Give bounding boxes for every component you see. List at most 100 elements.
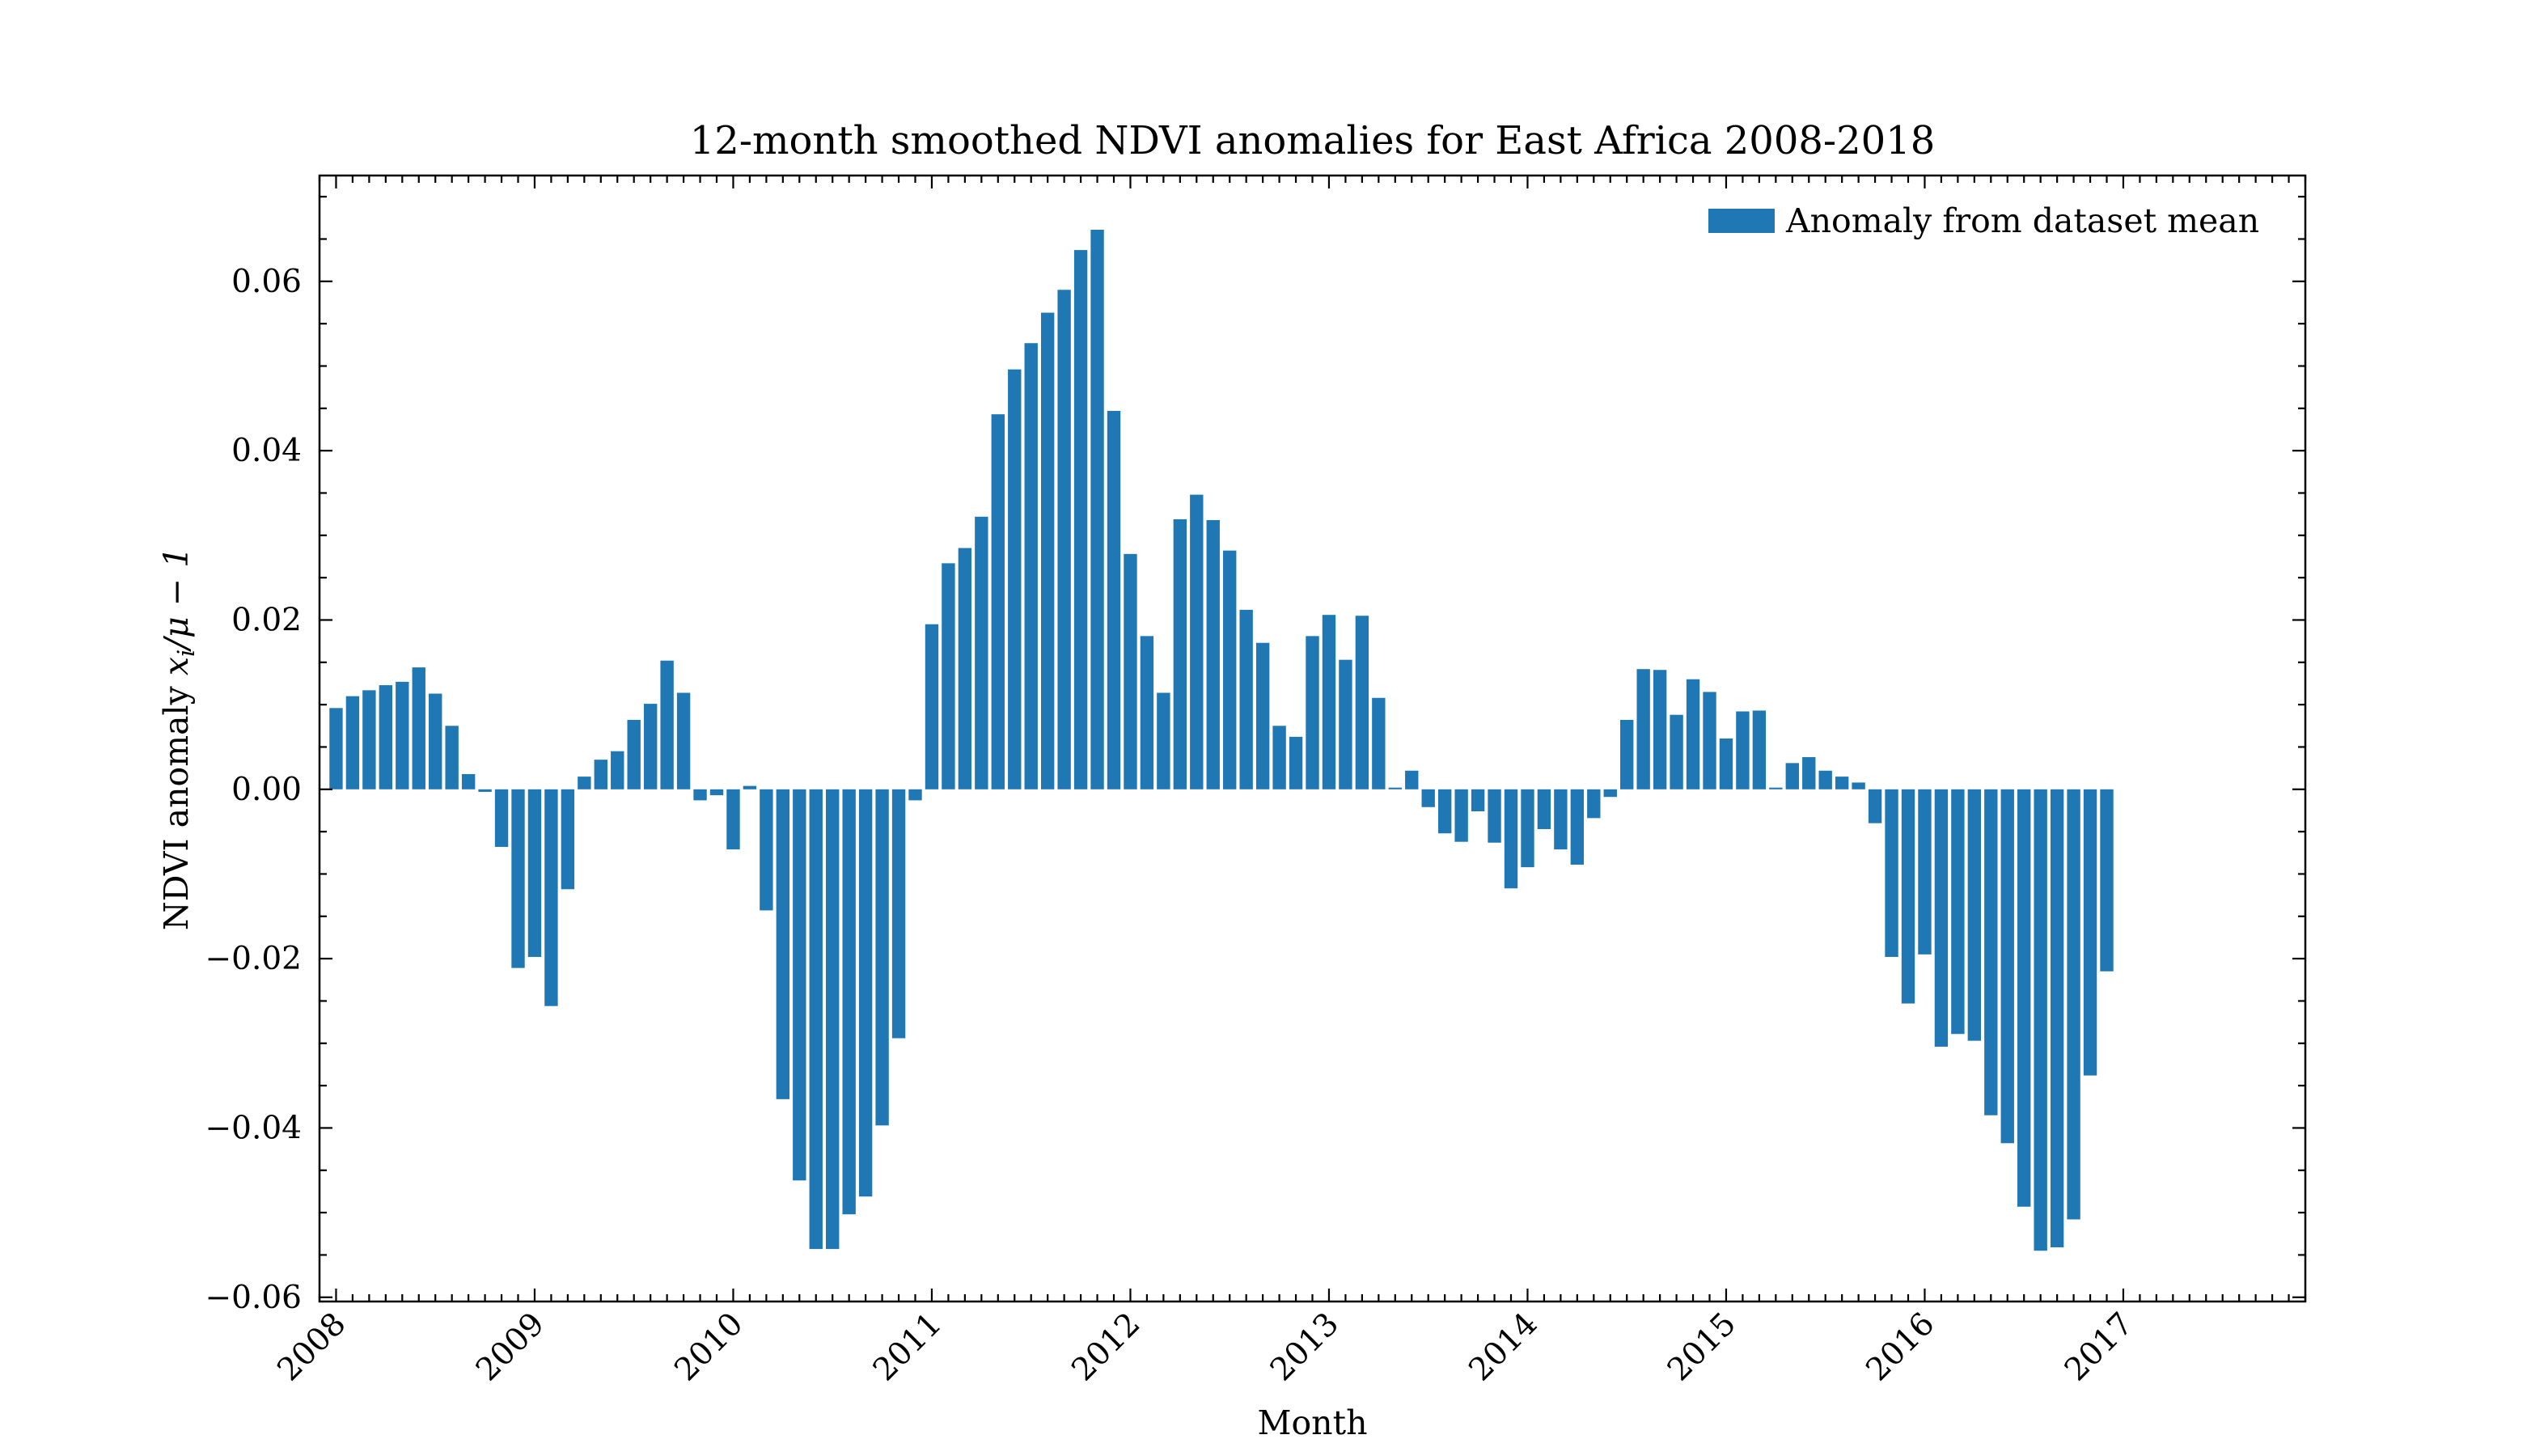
bar xyxy=(1339,659,1352,789)
bar xyxy=(1603,789,1617,798)
legend-label: Anomaly from dataset mean xyxy=(1785,201,2259,240)
bar xyxy=(1454,789,1468,842)
bar xyxy=(1272,726,1286,789)
x-tick-labels: 2008 2009 2010 2011 2012 2013 2014 2015 2016 2017 xyxy=(271,1306,2141,1388)
bar xyxy=(660,660,674,789)
bars-group xyxy=(329,229,2114,1251)
bar xyxy=(991,414,1005,789)
bar xyxy=(1090,229,1104,789)
bar xyxy=(809,789,823,1250)
bar xyxy=(925,624,939,789)
bar xyxy=(842,789,856,1215)
y-tick-label: 0.02 xyxy=(231,602,302,638)
y-axis-label-var: x xyxy=(157,657,196,675)
y-axis-label-main: NDVI anomaly xyxy=(157,675,196,930)
bar xyxy=(511,789,525,968)
bar xyxy=(2000,789,2014,1144)
bar xyxy=(693,789,707,801)
y-axis-label-sub: i xyxy=(172,650,200,657)
bar xyxy=(1405,770,1419,789)
bar xyxy=(2067,789,2080,1220)
bar xyxy=(1835,777,1849,789)
bar xyxy=(1967,789,1982,1041)
x-tick-label: 2012 xyxy=(1065,1306,1148,1388)
axis-ticks xyxy=(318,176,2307,1302)
bar xyxy=(1024,343,1038,789)
bar xyxy=(1306,636,1319,789)
bar xyxy=(2017,789,2031,1207)
bar xyxy=(561,789,575,890)
bar xyxy=(1255,642,1270,789)
bar xyxy=(1554,789,1568,850)
bar xyxy=(1934,789,1949,1047)
bar xyxy=(975,516,988,789)
plot-frame xyxy=(318,174,2307,1303)
bar xyxy=(2083,789,2097,1076)
x-tick-label: 2014 xyxy=(1462,1306,1545,1388)
bar xyxy=(2100,789,2114,971)
x-axis-label: Month xyxy=(1258,1403,1368,1442)
bar xyxy=(611,751,624,789)
bar xyxy=(329,708,343,789)
x-tick-label: 2011 xyxy=(866,1306,949,1388)
y-tick-labels: −0.06 −0.04 −0.02 0.00 0.02 0.04 0.06 xyxy=(205,264,302,1316)
bar xyxy=(1769,787,1783,789)
bar xyxy=(1984,789,1998,1115)
bar xyxy=(544,789,558,1006)
bar xyxy=(1736,711,1750,789)
bar xyxy=(1289,736,1303,789)
bar xyxy=(1140,636,1154,789)
bar xyxy=(362,690,376,789)
y-tick-label: 0.04 xyxy=(231,433,302,469)
bar xyxy=(396,681,409,789)
x-tick-label: 2010 xyxy=(668,1306,751,1388)
bar xyxy=(1670,714,1683,789)
bar xyxy=(760,789,773,911)
chart-title: 12-month smoothed NDVI anomalies for Eas… xyxy=(690,118,1936,163)
bar xyxy=(942,563,955,789)
bar xyxy=(1686,679,1700,789)
y-axis-label-rest: /μ − 1 xyxy=(157,547,196,653)
bar xyxy=(1239,609,1253,789)
bar xyxy=(958,548,972,789)
bar xyxy=(1802,757,1816,789)
bar xyxy=(826,789,840,1250)
bar xyxy=(1471,789,1485,812)
legend-swatch xyxy=(1708,209,1775,233)
bar xyxy=(445,726,459,789)
bar xyxy=(461,773,476,789)
bar xyxy=(793,789,806,1181)
bar xyxy=(1355,616,1369,789)
bar xyxy=(1008,369,1022,789)
bar xyxy=(1421,789,1435,807)
bar xyxy=(1107,410,1121,789)
bar xyxy=(1901,789,1915,1004)
bar xyxy=(1504,789,1518,889)
bar xyxy=(1488,789,1501,843)
bar xyxy=(1752,710,1767,789)
bar xyxy=(1372,697,1386,789)
bar xyxy=(709,789,724,796)
bar xyxy=(908,789,922,801)
bar xyxy=(2050,789,2064,1248)
bar xyxy=(627,719,641,789)
bar xyxy=(726,789,740,850)
x-tick-label: 2008 xyxy=(271,1306,353,1388)
y-tick-label: −0.04 xyxy=(205,1110,302,1146)
bar xyxy=(1040,312,1055,789)
bar xyxy=(1322,615,1336,789)
bar xyxy=(1073,250,1088,789)
bar xyxy=(1636,669,1650,789)
x-tick-label: 2015 xyxy=(1661,1306,1743,1388)
x-tick-label: 2016 xyxy=(1860,1306,1942,1388)
bar xyxy=(1190,494,1204,789)
bar xyxy=(594,760,607,789)
bar xyxy=(1437,789,1452,834)
bar xyxy=(412,667,425,789)
legend: Anomaly from dataset mean xyxy=(1708,201,2259,240)
bar xyxy=(1719,739,1733,789)
bar xyxy=(1157,692,1170,789)
x-tick-label: 2009 xyxy=(469,1306,552,1388)
bar xyxy=(1703,692,1716,789)
y-tick-label: 0.06 xyxy=(231,264,302,300)
